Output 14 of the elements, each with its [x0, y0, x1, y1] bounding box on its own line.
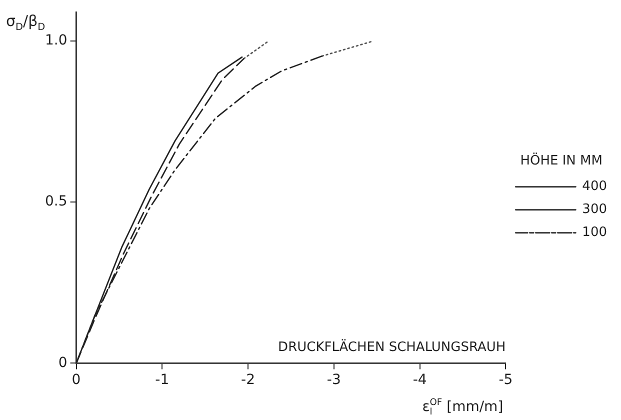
legend-label: 100	[582, 225, 608, 240]
legend-title: HÖHE IN MM	[520, 152, 602, 169]
x-tick-label: -2	[241, 372, 256, 388]
y-tick-label: 1.0	[45, 32, 68, 49]
y-tick-label: 0	[58, 354, 68, 371]
legend-label: 300	[582, 202, 608, 218]
x-tick-label: -3	[326, 372, 341, 388]
x-tick-label: -4	[412, 372, 427, 388]
x-tick-label: -5	[498, 372, 513, 388]
y-tick-label: 0.5	[45, 194, 68, 210]
legend-label: 400	[582, 179, 608, 194]
x-tick-label: -1	[155, 372, 170, 388]
annotation: DRUCKFLÄCHEN SCHALUNGSRAUH	[278, 339, 506, 356]
x-tick-label: 0	[72, 372, 81, 388]
